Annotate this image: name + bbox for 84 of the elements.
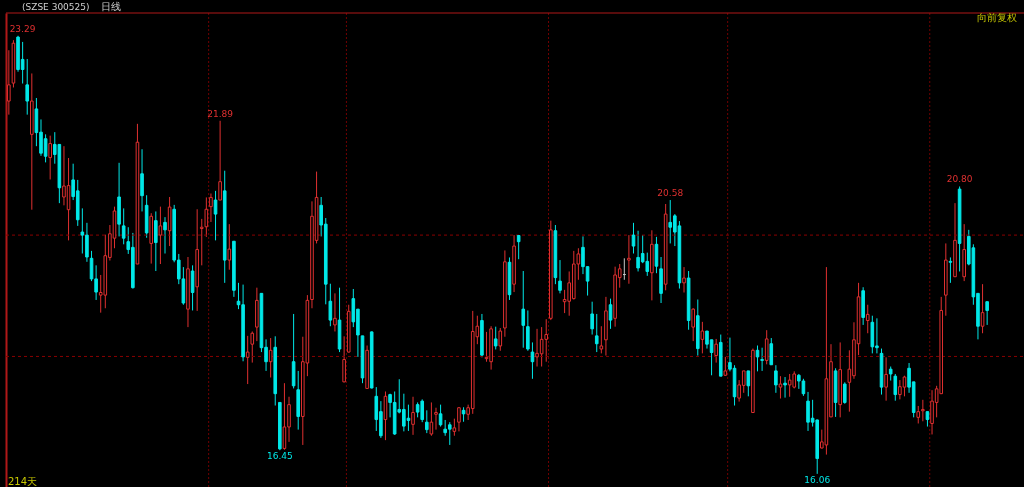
candlestick (493, 326, 498, 350)
candlestick (594, 313, 599, 353)
candlestick (121, 207, 126, 245)
candlestick (250, 330, 255, 364)
candlestick (778, 375, 783, 400)
candlestick (25, 58, 30, 116)
candlestick (333, 292, 337, 332)
candlestick (268, 337, 273, 378)
candlestick (755, 345, 760, 372)
candlestick (209, 192, 213, 223)
annotation: 16.06 (804, 474, 831, 485)
candlestick (204, 196, 209, 238)
candlestick (700, 321, 705, 354)
candlestick (787, 373, 792, 398)
candlestick (691, 307, 695, 342)
candlestick (411, 396, 415, 436)
candlestick (893, 373, 898, 402)
chart-subtitle: 日线 (100, 1, 121, 12)
candlestick (760, 347, 764, 372)
candlestick (668, 199, 673, 244)
candlestick (213, 190, 218, 241)
candlestick (420, 398, 425, 423)
candlestick (199, 218, 204, 266)
candlestick (723, 356, 728, 377)
candlestick (884, 356, 888, 402)
candlestick (167, 196, 172, 247)
annotation: 20.80 (946, 174, 973, 185)
candlestick (434, 407, 438, 431)
candlestick (80, 207, 85, 254)
candlestick (590, 301, 594, 336)
annotation: 23.29 (9, 23, 36, 34)
candlestick (645, 252, 650, 277)
candlestick (245, 335, 250, 385)
candlestick (227, 223, 232, 271)
candlestick (682, 266, 686, 293)
candlestick (539, 326, 544, 368)
candlestick (526, 309, 530, 352)
candlestick (516, 235, 521, 260)
candlestick (374, 386, 379, 432)
candlestick (783, 376, 787, 399)
candlestick (627, 234, 631, 285)
candlestick (631, 222, 636, 254)
candlestick (558, 259, 562, 294)
candlestick (48, 135, 52, 180)
candlestick (190, 264, 195, 311)
candlestick (865, 304, 870, 334)
candlestick (158, 206, 163, 265)
annotation: 16.45 (266, 451, 293, 462)
candlestick (746, 370, 751, 397)
candlestick (769, 337, 774, 366)
text: 214天 (8, 476, 38, 487)
candlestick (498, 327, 503, 352)
candlestick (342, 335, 346, 383)
candlestick (530, 341, 535, 380)
candlestick (764, 329, 769, 365)
candlestick (921, 399, 925, 422)
candlestick (328, 283, 333, 327)
candlestick (842, 381, 847, 405)
candlestick (457, 406, 461, 432)
candlestick (544, 318, 549, 363)
annotation: 21.89 (207, 108, 234, 119)
candlestick (140, 148, 144, 212)
candlestick (425, 409, 429, 434)
candlestick (218, 120, 222, 201)
candlestick (163, 216, 167, 254)
candlestick (429, 401, 434, 437)
candlestick (985, 301, 989, 326)
candlestick (948, 256, 953, 284)
candlestick (714, 338, 718, 364)
candlestick (7, 49, 11, 116)
candlestick (438, 404, 443, 428)
text: 向前复权 (977, 12, 1017, 23)
candlestick (43, 133, 48, 163)
candlestick (154, 210, 158, 272)
candlestick (774, 364, 778, 394)
annotation: 20.58 (657, 188, 684, 199)
candlestick (282, 382, 287, 451)
candlestick (521, 270, 526, 349)
candlestick (980, 283, 985, 334)
candlestick (599, 325, 604, 354)
chart-title: (SZSE 300525) (22, 2, 90, 12)
candlestick (898, 379, 902, 400)
candlestick (447, 421, 452, 446)
candlestick (406, 404, 411, 432)
